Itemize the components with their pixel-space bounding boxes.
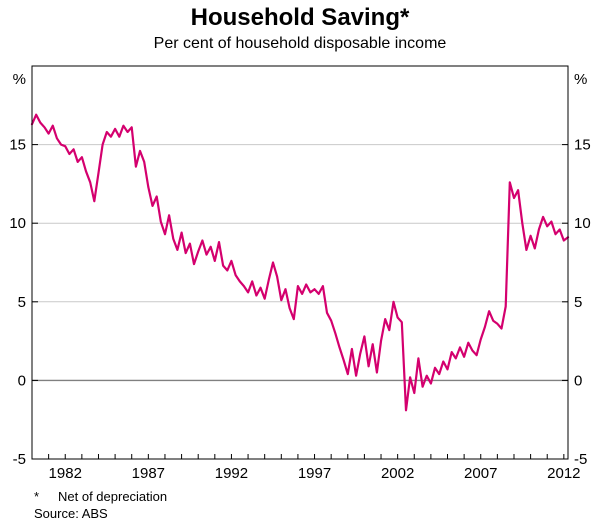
x-axis-label: 2002 [381, 465, 414, 482]
footnote-marker: * [34, 489, 40, 504]
y-axis-label-right: 0 [574, 372, 582, 389]
y-axis-label-right: -5 [574, 451, 587, 468]
y-axis-label-left: 10 [9, 215, 26, 232]
y-axis-label-left: 5 [18, 294, 26, 311]
y-axis-label-right: 5 [574, 294, 582, 311]
page-title: Household Saving* [190, 4, 410, 31]
x-axis-label: 2007 [464, 465, 497, 482]
footnotes-block: * Net of depreciation Source: ABS [34, 488, 167, 522]
y-axis-label-right: 15 [574, 137, 591, 154]
x-axis-label: 1997 [298, 465, 331, 482]
chart-canvas: -5 -5 0 0 5 5 10 10 15 15% % 1982 1987 1992 1997 2002 20… [9, 65, 591, 482]
page-subtitle: Per cent of household disposable income [153, 35, 447, 52]
x-axis-label: 2012 [547, 465, 580, 482]
y-axis-label-left: 15 [9, 137, 26, 154]
footnote: * Net of depreciation [34, 488, 167, 505]
x-axis-label: 1987 [132, 465, 165, 482]
y-axis-label-left: -5 [13, 451, 26, 468]
x-axis-label: 1992 [215, 465, 248, 482]
x-axis-label: 1982 [49, 465, 82, 482]
y-axis-unit-right: % [574, 71, 587, 88]
y-axis-unit-left: % [13, 71, 26, 88]
source-note: Source: ABS [34, 506, 108, 521]
y-axis-label-right: 10 [574, 215, 591, 232]
chart-page: Household Saving* Per cent of household … [0, 4, 600, 528]
plot-border [31, 65, 569, 460]
y-axis-label-left: 0 [18, 372, 26, 389]
data-series-line [30, 113, 570, 412]
footnote-text: Net of depreciation [58, 489, 168, 504]
